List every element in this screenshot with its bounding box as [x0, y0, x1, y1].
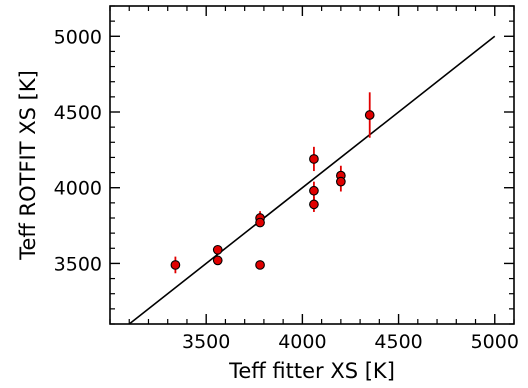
y-tick-label: 4500 — [54, 102, 102, 124]
one-to-one-line — [128, 35, 496, 325]
y-axis-label: Teff ROTFIT XS [K] — [16, 70, 40, 261]
plot-frame — [109, 5, 515, 325]
data-point — [212, 244, 223, 255]
data-point — [255, 260, 265, 270]
x-tick-label: 4000 — [278, 331, 326, 353]
y-tick-label: 3500 — [54, 253, 102, 275]
data-point — [309, 185, 319, 196]
x-tick-label: 5000 — [471, 331, 519, 353]
major-ticks — [110, 6, 514, 324]
data-point — [309, 199, 319, 210]
x-tick-label: 3500 — [182, 331, 230, 353]
tick-labels: 3500 4000 4500 5000 3500 4000 4500 5000 — [54, 26, 519, 353]
minor-ticks — [109, 5, 515, 325]
x-axis-label: Teff fitter XS [K] — [228, 359, 395, 383]
data-point — [336, 176, 346, 187]
data-point — [212, 255, 223, 266]
y-tick-label: 5000 — [54, 26, 102, 48]
data-point — [309, 154, 319, 164]
data-point — [255, 217, 265, 228]
x-tick-label: 4500 — [374, 331, 422, 353]
y-tick-label: 4000 — [54, 178, 102, 200]
data-point — [170, 260, 181, 270]
data-point — [364, 110, 375, 120]
data-points — [170, 110, 375, 270]
